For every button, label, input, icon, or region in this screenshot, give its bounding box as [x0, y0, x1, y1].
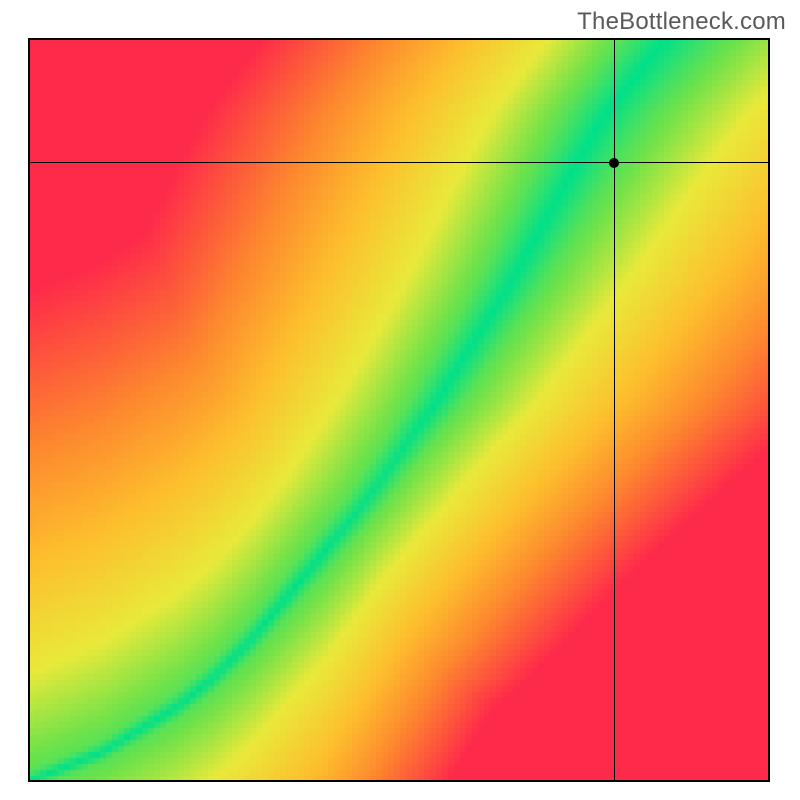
heatmap-canvas [28, 38, 770, 782]
heatmap-plot-area [28, 38, 770, 782]
watermark-text: TheBottleneck.com [577, 8, 786, 36]
